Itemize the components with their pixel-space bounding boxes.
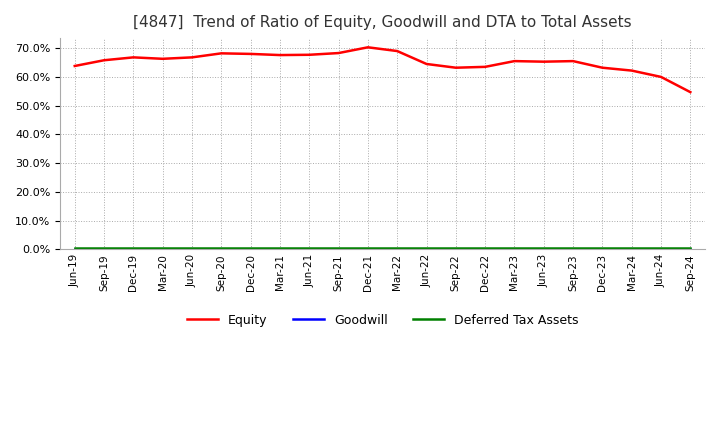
Deferred Tax Assets	[422, 246, 431, 251]
Equity	[569, 59, 577, 64]
Deferred Tax Assets	[451, 246, 460, 251]
Equity	[217, 51, 225, 56]
Goodwill	[188, 247, 197, 252]
Goodwill	[129, 247, 138, 252]
Line: Equity: Equity	[75, 48, 690, 92]
Equity	[422, 61, 431, 66]
Deferred Tax Assets	[364, 246, 372, 251]
Equity	[510, 59, 519, 64]
Goodwill	[422, 247, 431, 252]
Equity	[100, 58, 109, 63]
Equity	[686, 89, 695, 95]
Equity	[451, 65, 460, 70]
Equity	[276, 52, 284, 58]
Goodwill	[364, 247, 372, 252]
Equity	[627, 68, 636, 73]
Deferred Tax Assets	[627, 246, 636, 251]
Goodwill	[246, 247, 255, 252]
Goodwill	[657, 247, 665, 252]
Equity	[188, 55, 197, 60]
Title: [4847]  Trend of Ratio of Equity, Goodwill and DTA to Total Assets: [4847] Trend of Ratio of Equity, Goodwil…	[133, 15, 632, 30]
Goodwill	[481, 247, 490, 252]
Goodwill	[510, 247, 519, 252]
Deferred Tax Assets	[334, 246, 343, 251]
Deferred Tax Assets	[569, 246, 577, 251]
Equity	[657, 74, 665, 80]
Equity	[598, 65, 607, 70]
Equity	[129, 55, 138, 60]
Deferred Tax Assets	[510, 246, 519, 251]
Equity	[305, 52, 314, 58]
Equity	[158, 56, 167, 62]
Deferred Tax Assets	[71, 246, 79, 251]
Deferred Tax Assets	[217, 246, 225, 251]
Equity	[334, 51, 343, 56]
Goodwill	[686, 247, 695, 252]
Deferred Tax Assets	[188, 246, 197, 251]
Deferred Tax Assets	[129, 246, 138, 251]
Goodwill	[451, 247, 460, 252]
Deferred Tax Assets	[539, 246, 548, 251]
Deferred Tax Assets	[158, 246, 167, 251]
Deferred Tax Assets	[598, 246, 607, 251]
Goodwill	[276, 247, 284, 252]
Goodwill	[598, 247, 607, 252]
Goodwill	[158, 247, 167, 252]
Equity	[481, 64, 490, 70]
Goodwill	[539, 247, 548, 252]
Goodwill	[627, 247, 636, 252]
Legend: Equity, Goodwill, Deferred Tax Assets: Equity, Goodwill, Deferred Tax Assets	[181, 309, 583, 332]
Deferred Tax Assets	[305, 246, 314, 251]
Goodwill	[305, 247, 314, 252]
Equity	[246, 51, 255, 57]
Deferred Tax Assets	[393, 246, 402, 251]
Goodwill	[71, 247, 79, 252]
Deferred Tax Assets	[246, 246, 255, 251]
Deferred Tax Assets	[657, 246, 665, 251]
Equity	[539, 59, 548, 64]
Goodwill	[393, 247, 402, 252]
Equity	[71, 63, 79, 69]
Deferred Tax Assets	[481, 246, 490, 251]
Goodwill	[100, 247, 109, 252]
Deferred Tax Assets	[100, 246, 109, 251]
Equity	[364, 45, 372, 50]
Equity	[393, 48, 402, 54]
Goodwill	[334, 247, 343, 252]
Deferred Tax Assets	[276, 246, 284, 251]
Goodwill	[569, 247, 577, 252]
Deferred Tax Assets	[686, 246, 695, 251]
Goodwill	[217, 247, 225, 252]
